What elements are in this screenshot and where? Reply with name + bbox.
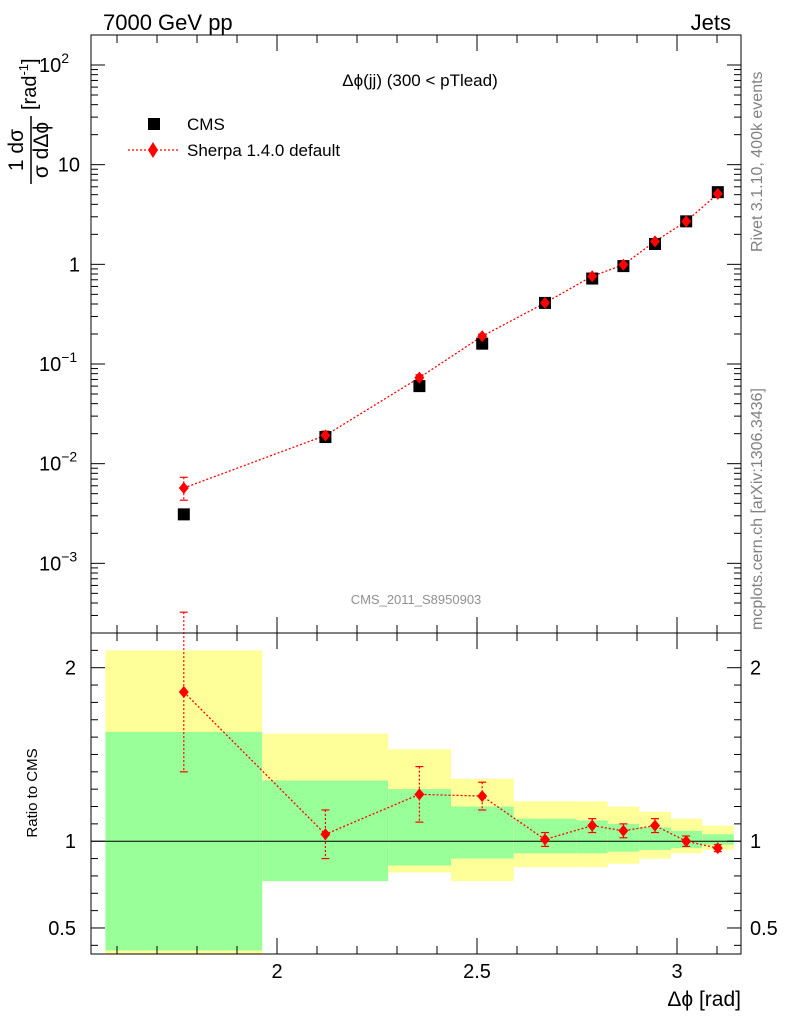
mc-points bbox=[178, 187, 723, 495]
ylabel-unit-open: [rad bbox=[19, 76, 41, 110]
source-label: mcplots.cern.ch [arXiv:1306.3436] bbox=[749, 388, 766, 630]
ratio-point bbox=[650, 819, 660, 832]
band-green bbox=[702, 834, 734, 845]
ratio-point bbox=[618, 824, 629, 837]
mc-point bbox=[320, 429, 331, 442]
ratio-bands bbox=[105, 650, 734, 954]
ratio-point bbox=[178, 685, 189, 698]
band-green bbox=[388, 789, 451, 866]
main-ytick-exp: 2 bbox=[61, 50, 69, 66]
ratio-xticks: 2 2.5 3 bbox=[116, 633, 718, 983]
cms-point bbox=[177, 508, 190, 521]
energy-label: 7000 GeV pp bbox=[103, 10, 233, 35]
ylabel-numerator: 1 dσ bbox=[5, 129, 28, 171]
ratio-point bbox=[414, 788, 425, 801]
ratio-ytick-label: 2 bbox=[65, 658, 76, 680]
ratio-point bbox=[320, 828, 331, 841]
main-ytick-base: 10 bbox=[39, 553, 61, 575]
ratio-panel: 0.5 0.51 12 2 2 2.5 3 Ratio to CMS Δϕ [rad] bbox=[24, 611, 778, 1011]
main-ytick-base: 10 bbox=[39, 55, 61, 77]
main-ytick-label: 10−2 bbox=[39, 449, 77, 476]
main-ytick-exp: −1 bbox=[61, 349, 77, 365]
x-axis-label: Δϕ [rad] bbox=[667, 988, 741, 1011]
ratio-curve bbox=[183, 691, 718, 849]
mc-point bbox=[681, 215, 692, 228]
analysis-id: CMS_2011_S8950903 bbox=[351, 592, 482, 607]
cms-point bbox=[476, 337, 489, 350]
ratio-frame bbox=[90, 632, 742, 955]
ylabel-unit-close: ] bbox=[19, 58, 41, 64]
main-ytick-base: 10 bbox=[58, 155, 80, 177]
legend: CMS Sherpa 1.4.0 default bbox=[128, 115, 340, 160]
chart-title: Δϕ(jj) (300 < pTlead) bbox=[342, 71, 498, 90]
mc-point bbox=[540, 296, 550, 309]
ratio-ylabel: Ratio to CMS bbox=[24, 748, 41, 837]
mc-point bbox=[712, 187, 723, 200]
ratio-ytick-label-right: 0.5 bbox=[750, 918, 778, 940]
main-minor-ticks bbox=[91, 34, 741, 634]
main-ytick-label: 102 bbox=[39, 50, 69, 77]
band-green bbox=[451, 806, 514, 859]
ratio-point bbox=[540, 833, 550, 846]
ratio-line bbox=[183, 691, 718, 849]
main-panel: Δϕ(jj) (300 < pTlead) CMS_2011_S8950903 … bbox=[5, 34, 742, 634]
ratio-ytick-label-right: 2 bbox=[750, 658, 761, 680]
ylabel-unit: [rad-1] bbox=[16, 58, 41, 110]
main-ytick-label: 1 bbox=[69, 254, 80, 276]
band-green bbox=[639, 827, 671, 850]
main-ytick-base: 1 bbox=[69, 254, 80, 276]
mc-line bbox=[183, 193, 719, 489]
mc-point bbox=[477, 330, 488, 343]
cms-points bbox=[177, 186, 724, 521]
ylabel-unit-sup: -1 bbox=[16, 64, 31, 76]
ratio-point bbox=[681, 835, 692, 848]
ratio-ytick-label: 1 bbox=[65, 831, 76, 853]
ylabel-denominator: σ dΔϕ bbox=[30, 122, 53, 178]
ratio-point bbox=[477, 790, 488, 803]
mc-point bbox=[587, 270, 598, 283]
mc-errorbars bbox=[179, 192, 722, 501]
xtick-label: 3 bbox=[671, 961, 682, 983]
main-ytick-base: 10 bbox=[39, 354, 61, 376]
legend-cms-label: CMS bbox=[187, 115, 225, 134]
main-ytick-exp: −2 bbox=[61, 449, 77, 465]
rivet-label: Rivet 3.1.10, 400k events bbox=[749, 71, 766, 252]
mc-point bbox=[618, 258, 629, 271]
mc-point bbox=[414, 371, 425, 384]
xtick-label: 2 bbox=[271, 961, 282, 983]
ratio-ytick-label-right: 1 bbox=[750, 831, 761, 853]
main-ytick-label: 10−3 bbox=[39, 548, 77, 575]
main-ytick-label: 10 bbox=[58, 155, 80, 177]
legend-mc-label: Sherpa 1.4.0 default bbox=[187, 141, 340, 160]
main-ytick-exp: −3 bbox=[61, 548, 77, 564]
ratio-ytick-label: 0.5 bbox=[48, 918, 76, 940]
ratio-point bbox=[712, 842, 723, 855]
main-ylabel: 1 dσ σ dΔϕ [rad-1] bbox=[5, 58, 53, 184]
main-ytick-label: 10−1 bbox=[39, 349, 77, 376]
ratio-point bbox=[587, 819, 598, 832]
legend-cms-marker bbox=[148, 118, 160, 130]
mc-curve bbox=[183, 193, 719, 489]
cms-point bbox=[413, 380, 426, 393]
ratio-yticks: 0.5 0.5 1 1 2 2 bbox=[48, 649, 778, 946]
main-ytick-base: 10 bbox=[39, 454, 61, 476]
xtick-label: 2.5 bbox=[463, 961, 491, 983]
legend-mc-marker bbox=[148, 142, 158, 158]
mc-point bbox=[178, 482, 189, 495]
jets-label: Jets bbox=[691, 10, 731, 35]
ratio-points bbox=[178, 685, 723, 855]
mc-point bbox=[650, 235, 660, 248]
